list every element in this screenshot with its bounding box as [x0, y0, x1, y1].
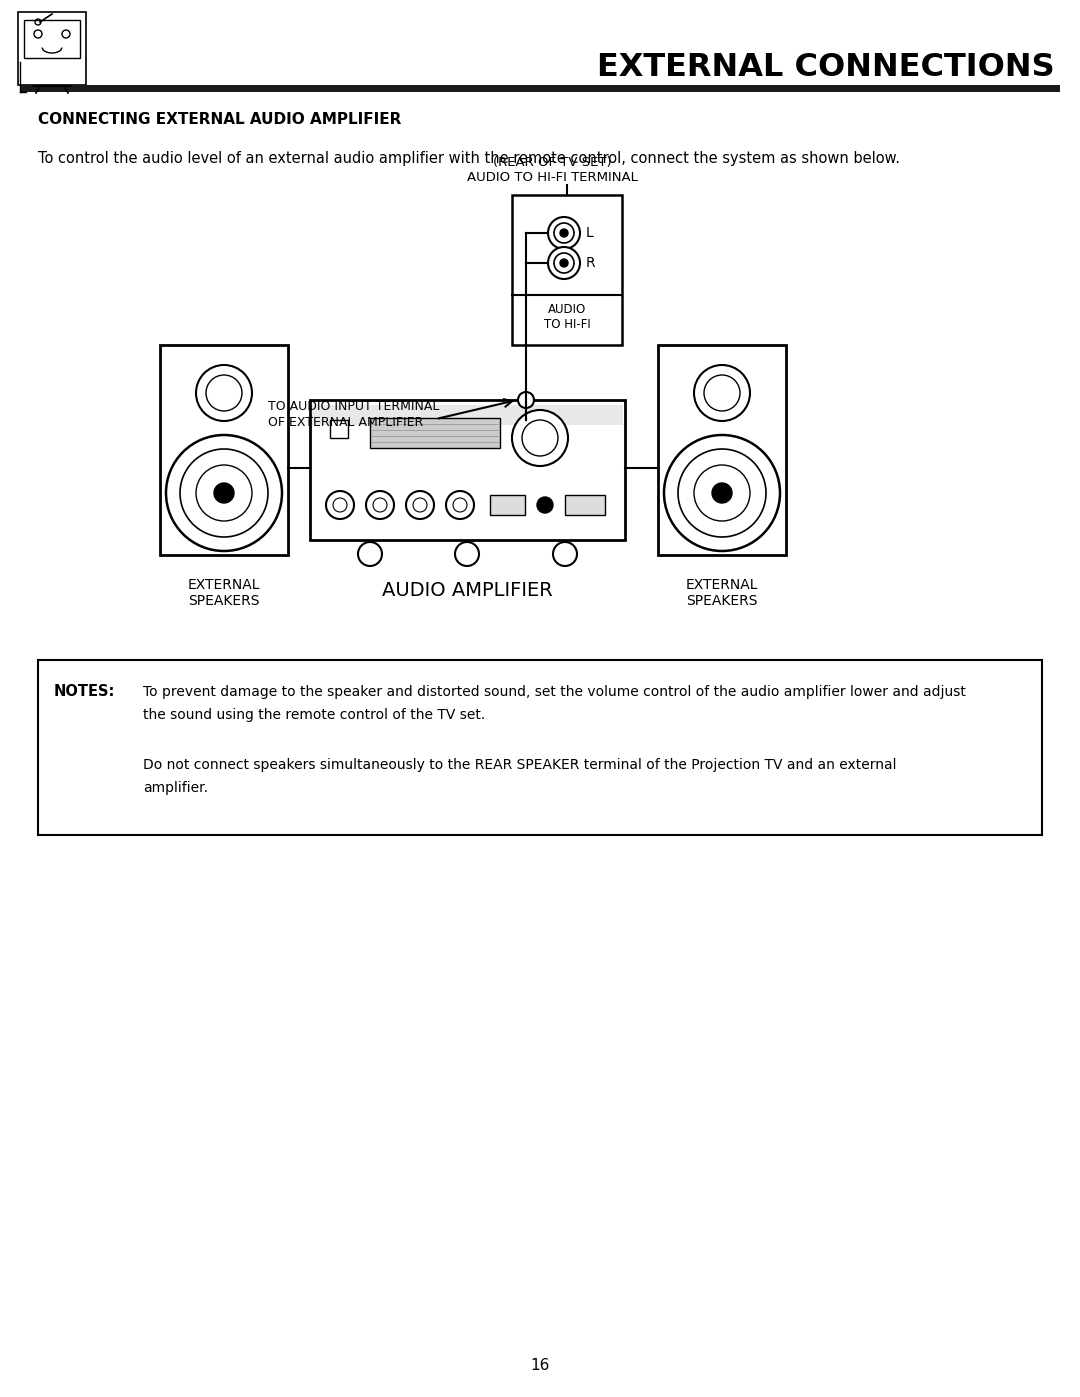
Circle shape — [694, 365, 750, 420]
Circle shape — [554, 224, 573, 243]
Text: AUDIO
TO HI-FI: AUDIO TO HI-FI — [543, 303, 591, 331]
Bar — [21, 85, 1059, 92]
Bar — [512, 196, 622, 345]
Circle shape — [518, 393, 534, 408]
Circle shape — [455, 542, 480, 566]
Bar — [312, 405, 623, 425]
Text: EXTERNAL CONNECTIONS: EXTERNAL CONNECTIONS — [597, 53, 1055, 84]
Text: (REAR OF TV SET)
AUDIO TO HI-FI TERMINAL: (REAR OF TV SET) AUDIO TO HI-FI TERMINAL — [467, 156, 637, 184]
Circle shape — [366, 490, 394, 520]
Bar — [370, 418, 500, 448]
Text: the sound using the remote control of the TV set.: the sound using the remote control of th… — [143, 708, 485, 722]
Text: EXTERNAL
SPEAKERS: EXTERNAL SPEAKERS — [188, 578, 260, 608]
Bar — [18, 13, 86, 85]
Text: OF EXTERNAL AMPLIFIER: OF EXTERNAL AMPLIFIER — [268, 415, 423, 429]
Circle shape — [553, 542, 577, 566]
Circle shape — [548, 217, 580, 249]
Circle shape — [357, 542, 382, 566]
Circle shape — [512, 409, 568, 467]
Text: To control the audio level of an external audio amplifier with the remote contro: To control the audio level of an externa… — [38, 151, 900, 165]
Bar — [565, 495, 605, 515]
Circle shape — [712, 483, 732, 503]
Circle shape — [561, 229, 568, 237]
Text: CONNECTING EXTERNAL AUDIO AMPLIFIER: CONNECTING EXTERNAL AUDIO AMPLIFIER — [38, 113, 402, 127]
Circle shape — [554, 253, 573, 272]
Circle shape — [406, 490, 434, 520]
Text: 16: 16 — [530, 1358, 550, 1372]
Circle shape — [214, 483, 234, 503]
Text: Do not connect speakers simultaneously to the REAR SPEAKER terminal of the Proje: Do not connect speakers simultaneously t… — [143, 759, 896, 773]
Bar — [160, 345, 288, 555]
Text: R: R — [586, 256, 596, 270]
Circle shape — [326, 490, 354, 520]
Circle shape — [664, 434, 780, 550]
Circle shape — [166, 434, 282, 550]
Text: NOTES:: NOTES: — [54, 685, 116, 700]
Circle shape — [548, 247, 580, 279]
Text: EXTERNAL
SPEAKERS: EXTERNAL SPEAKERS — [686, 578, 758, 608]
Text: L: L — [586, 226, 594, 240]
Bar — [38, 659, 1042, 835]
Bar — [658, 345, 786, 555]
Bar — [24, 20, 80, 59]
Circle shape — [446, 490, 474, 520]
Text: AUDIO AMPLIFIER: AUDIO AMPLIFIER — [381, 581, 552, 599]
Circle shape — [537, 497, 553, 513]
Text: TO AUDIO INPUT TERMINAL: TO AUDIO INPUT TERMINAL — [268, 401, 440, 414]
Bar — [330, 420, 348, 439]
Bar — [490, 495, 525, 515]
Bar — [310, 400, 625, 541]
Circle shape — [561, 258, 568, 267]
Text: amplifier.: amplifier. — [143, 781, 208, 795]
Text: To prevent damage to the speaker and distorted sound, set the volume control of : To prevent damage to the speaker and dis… — [143, 685, 966, 698]
Circle shape — [195, 365, 252, 420]
